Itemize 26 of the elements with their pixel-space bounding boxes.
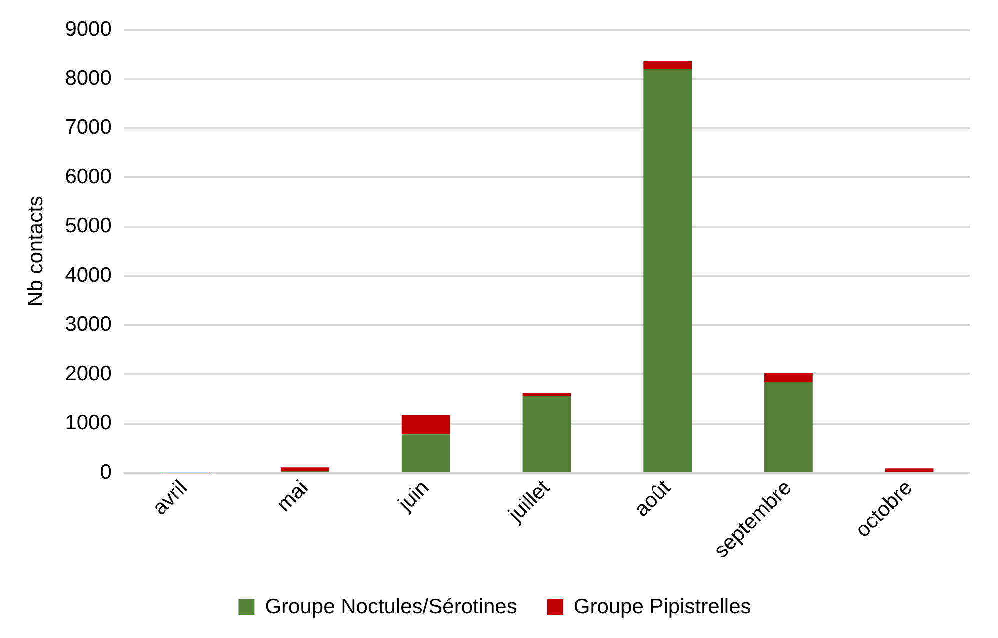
x-tick-label: avril (148, 476, 192, 520)
bar (522, 396, 572, 472)
y-tick-label: 1000 (65, 412, 112, 435)
bar (644, 69, 692, 472)
bar (281, 468, 330, 472)
y-tick-label: 9000 (65, 18, 112, 41)
bar (885, 468, 934, 472)
legend-label: Groupe Noctules/Sérotines (265, 595, 518, 618)
y-tick-label: 4000 (65, 264, 112, 287)
y-axis-title: Nb contacts (24, 196, 48, 307)
bar (402, 415, 450, 435)
bar (764, 373, 813, 382)
bar (764, 382, 813, 472)
bar (644, 62, 692, 70)
y-tick-label: 8000 (65, 67, 112, 90)
x-tick-label: mai (272, 476, 313, 516)
x-tick-label: juin (394, 476, 434, 516)
y-tick-label: 0 (100, 460, 112, 484)
y-tick-label: 5000 (65, 214, 112, 238)
y-tick-label: 7000 (65, 116, 112, 140)
y-tick-label: 2000 (65, 362, 112, 386)
legend-label: Groupe Pipistrelles (574, 595, 752, 618)
y-tick-label: 6000 (65, 165, 112, 188)
y-tick-label: 3000 (65, 313, 112, 336)
bar (402, 434, 450, 472)
x-tick-label: août (630, 476, 676, 522)
